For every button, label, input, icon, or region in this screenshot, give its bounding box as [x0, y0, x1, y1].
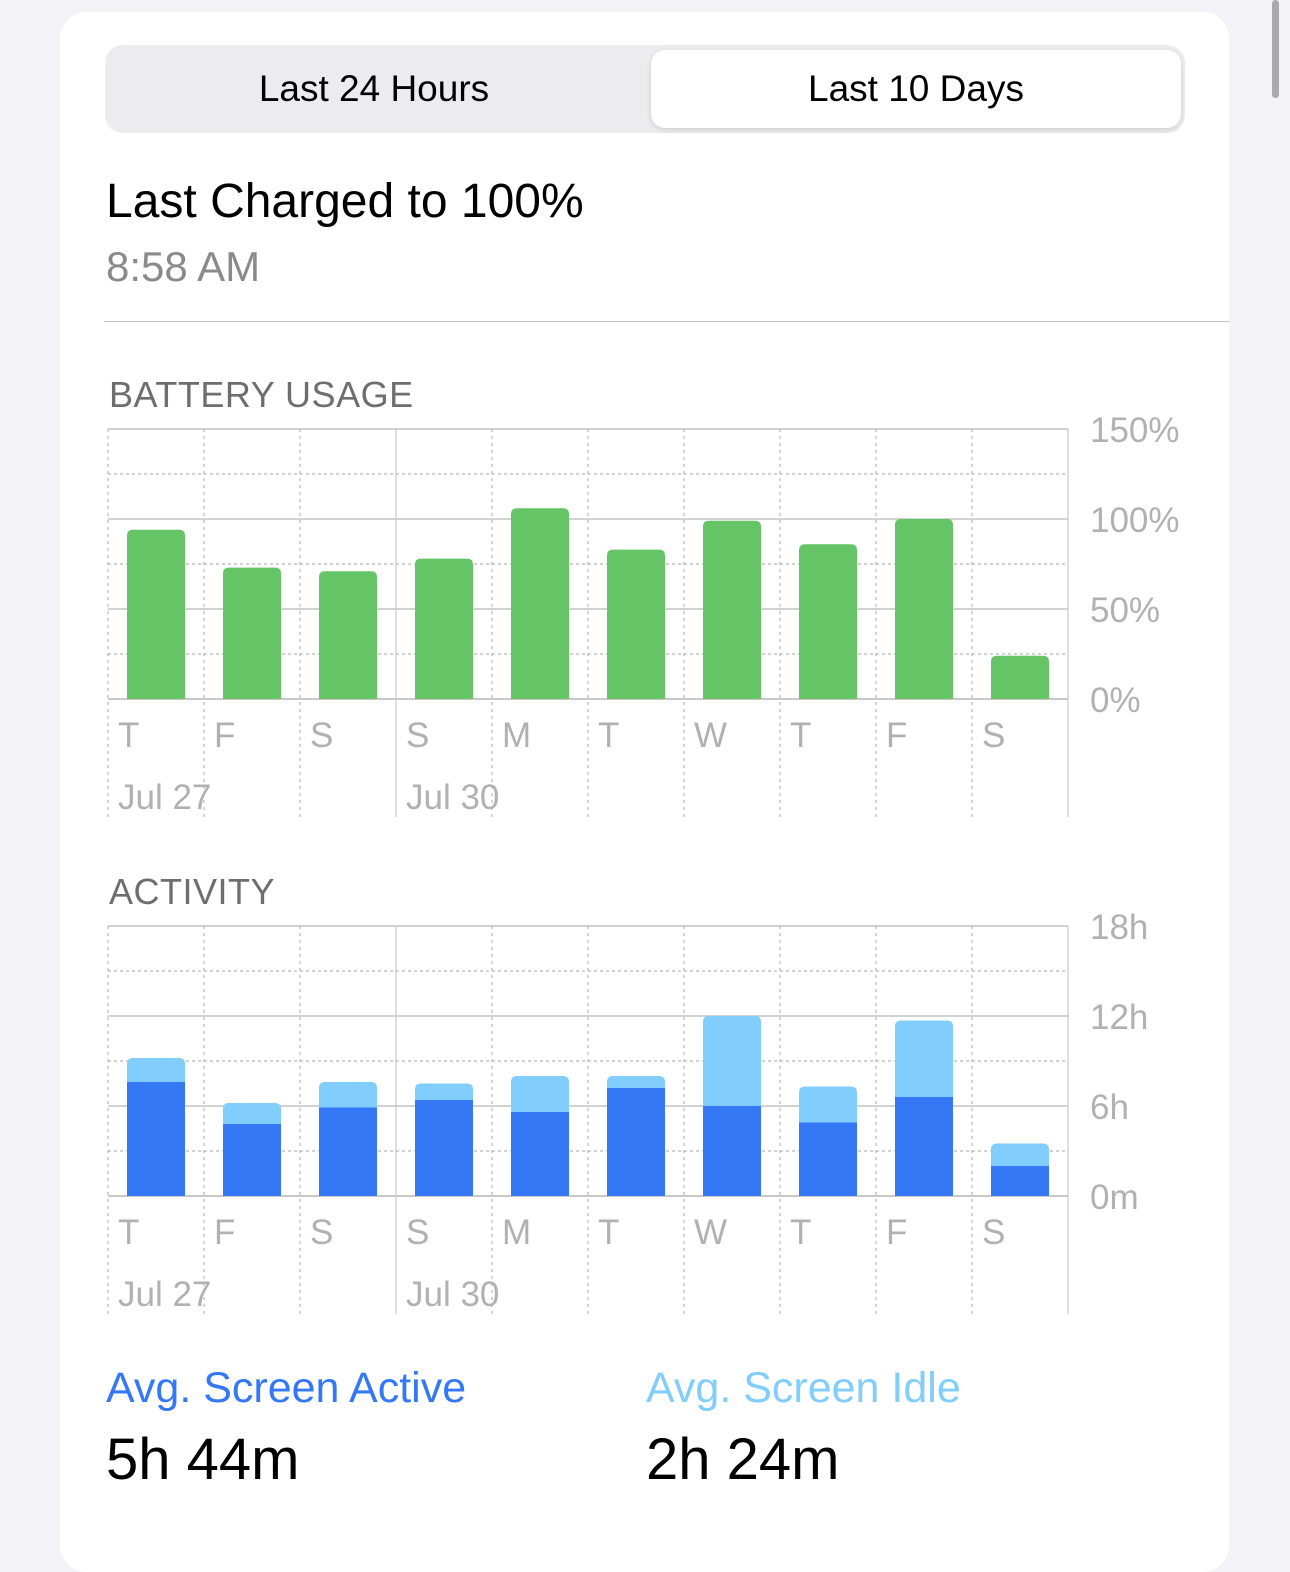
y-tick-label: 6h: [1090, 1088, 1129, 1127]
x-tick-label: S: [406, 716, 429, 755]
bar-battery: [607, 549, 665, 699]
x-tick-label: M: [502, 716, 531, 755]
y-tick-label: 0m: [1090, 1178, 1139, 1217]
y-tick-label: 100%: [1090, 501, 1180, 540]
date-label: Jul 30: [406, 778, 499, 817]
x-tick-label: M: [502, 1213, 531, 1252]
y-tick-label: 0%: [1090, 681, 1141, 720]
last-charged-time: 8:58 AM: [106, 243, 261, 290]
x-tick-label: F: [214, 1213, 235, 1252]
bar-battery: [799, 544, 857, 699]
avg-screen-active-label: Avg. Screen Active: [106, 1364, 467, 1412]
date-label: Jul 27: [118, 1275, 211, 1314]
time-range-segmented-control[interactable]: Last 24 Hours Last 10 Days: [105, 45, 1185, 133]
bar-screen-active: [799, 1122, 857, 1196]
x-tick-label: W: [694, 716, 727, 755]
activity-section-title: ACTIVITY: [109, 871, 276, 912]
tab-last-24-hours[interactable]: Last 24 Hours: [258, 68, 490, 109]
bar-screen-active: [319, 1107, 377, 1196]
x-tick-label: S: [982, 1213, 1005, 1252]
bar-screen-active: [223, 1124, 281, 1196]
x-tick-label: T: [118, 1213, 139, 1252]
x-tick-label: F: [886, 1213, 907, 1252]
bar-screen-active: [991, 1166, 1049, 1196]
bar-screen-active: [511, 1112, 569, 1196]
last-charged-title: Last Charged to 100%: [106, 175, 584, 228]
bar-battery: [703, 520, 761, 699]
bar-battery: [991, 655, 1049, 699]
battery-usage-card: [60, 12, 1229, 1572]
x-tick-label: F: [214, 716, 235, 755]
y-tick-label: 12h: [1090, 998, 1148, 1037]
bar-battery: [415, 558, 473, 699]
x-tick-label: T: [790, 1213, 811, 1252]
y-tick-label: 150%: [1090, 411, 1180, 450]
tab-last-10-days[interactable]: Last 10 Days: [651, 50, 1181, 128]
date-label: Jul 27: [118, 778, 211, 817]
x-tick-label: T: [598, 1213, 619, 1252]
date-label: Jul 30: [406, 1275, 499, 1314]
y-tick-label: 18h: [1090, 908, 1148, 947]
avg-screen-idle-label: Avg. Screen Idle: [646, 1364, 961, 1412]
bar-battery: [319, 571, 377, 699]
x-tick-label: T: [790, 716, 811, 755]
divider: [104, 321, 1230, 322]
x-tick-label: F: [886, 716, 907, 755]
bar-screen-active: [415, 1100, 473, 1196]
x-tick-label: S: [310, 716, 333, 755]
bar-battery: [895, 519, 953, 699]
x-tick-label: T: [598, 716, 619, 755]
scrollbar[interactable]: [1272, 0, 1279, 98]
y-tick-label: 50%: [1090, 591, 1160, 630]
x-tick-label: S: [982, 716, 1005, 755]
bar-screen-active: [895, 1097, 953, 1196]
avg-screen-active-value: 5h 44m: [106, 1427, 300, 1492]
x-tick-label: T: [118, 716, 139, 755]
bar-screen-active: [127, 1082, 185, 1196]
x-tick-label: W: [694, 1213, 727, 1252]
bar-battery: [127, 529, 185, 699]
x-tick-label: S: [310, 1213, 333, 1252]
bar-screen-active: [607, 1088, 665, 1196]
battery-usage-section-title: BATTERY USAGE: [109, 374, 414, 415]
avg-screen-idle-value: 2h 24m: [646, 1427, 840, 1492]
x-tick-label: S: [406, 1213, 429, 1252]
bar-screen-active: [703, 1106, 761, 1196]
bar-battery: [223, 567, 281, 699]
bar-battery: [511, 508, 569, 699]
